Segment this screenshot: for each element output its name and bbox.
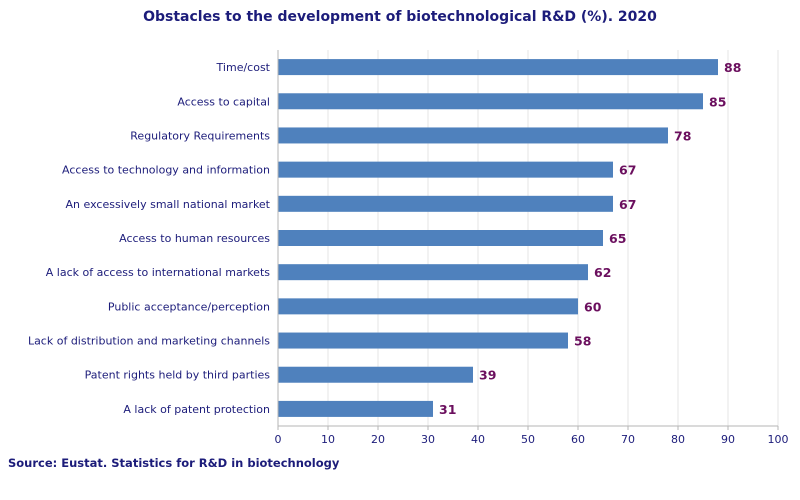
bar <box>278 400 433 417</box>
bars <box>278 59 718 417</box>
category-label: A lack of patent protection <box>123 403 270 416</box>
category-label: Regulatory Requirements <box>130 129 270 142</box>
category-label: Access to technology and information <box>62 164 270 177</box>
value-label: 67 <box>619 197 636 212</box>
bar <box>278 127 668 144</box>
category-labels: Time/cost Access to capital Regulatory Req… <box>28 61 271 416</box>
x-tick-label: 30 <box>421 433 435 446</box>
value-label: 39 <box>479 368 496 383</box>
bar <box>278 59 718 76</box>
category-label: Public acceptance/perception <box>108 300 270 313</box>
x-tick-label: 10 <box>321 433 335 446</box>
value-label: 67 <box>619 163 636 178</box>
bar <box>278 264 588 281</box>
category-label: Patent rights held by third parties <box>85 369 271 382</box>
chart-title: Obstacles to the development of biotechn… <box>143 9 657 25</box>
x-tick-label: 100 <box>768 433 789 446</box>
value-label: 78 <box>674 128 691 143</box>
value-label: 31 <box>439 402 456 417</box>
value-label: 62 <box>594 265 611 280</box>
x-tick-label: 50 <box>521 433 535 446</box>
x-tick-label: 40 <box>471 433 485 446</box>
bar <box>278 93 703 110</box>
category-label: A lack of access to international market… <box>46 266 270 279</box>
category-label: An excessively small national market <box>66 198 271 211</box>
x-tick-label: 0 <box>275 433 282 446</box>
value-label: 60 <box>584 299 602 314</box>
value-label: 88 <box>724 60 741 75</box>
value-labels: 88 85 78 67 67 65 62 60 58 39 31 <box>439 60 741 417</box>
category-label: Lack of distribution and marketing chann… <box>28 335 270 348</box>
value-label: 85 <box>709 94 726 109</box>
source-note: Source: Eustat. Statistics for R&D in bi… <box>8 456 340 470</box>
x-tick-label: 70 <box>621 433 635 446</box>
value-label: 65 <box>609 231 626 246</box>
bar <box>278 161 613 178</box>
x-tick-label: 20 <box>371 433 385 446</box>
x-tick-label: 90 <box>721 433 735 446</box>
bar <box>278 298 578 315</box>
category-label: Time/cost <box>216 61 271 74</box>
bar <box>278 332 568 349</box>
bar <box>278 366 473 383</box>
bar <box>278 195 613 212</box>
value-label: 58 <box>574 334 591 349</box>
x-axis: 0 10 20 30 40 50 60 70 80 90 100 <box>275 50 789 446</box>
x-tick-label: 80 <box>671 433 685 446</box>
x-tick-label: 60 <box>571 433 585 446</box>
category-label: Access to human resources <box>119 232 270 245</box>
bar <box>278 230 603 246</box>
category-label: Access to capital <box>177 95 270 108</box>
